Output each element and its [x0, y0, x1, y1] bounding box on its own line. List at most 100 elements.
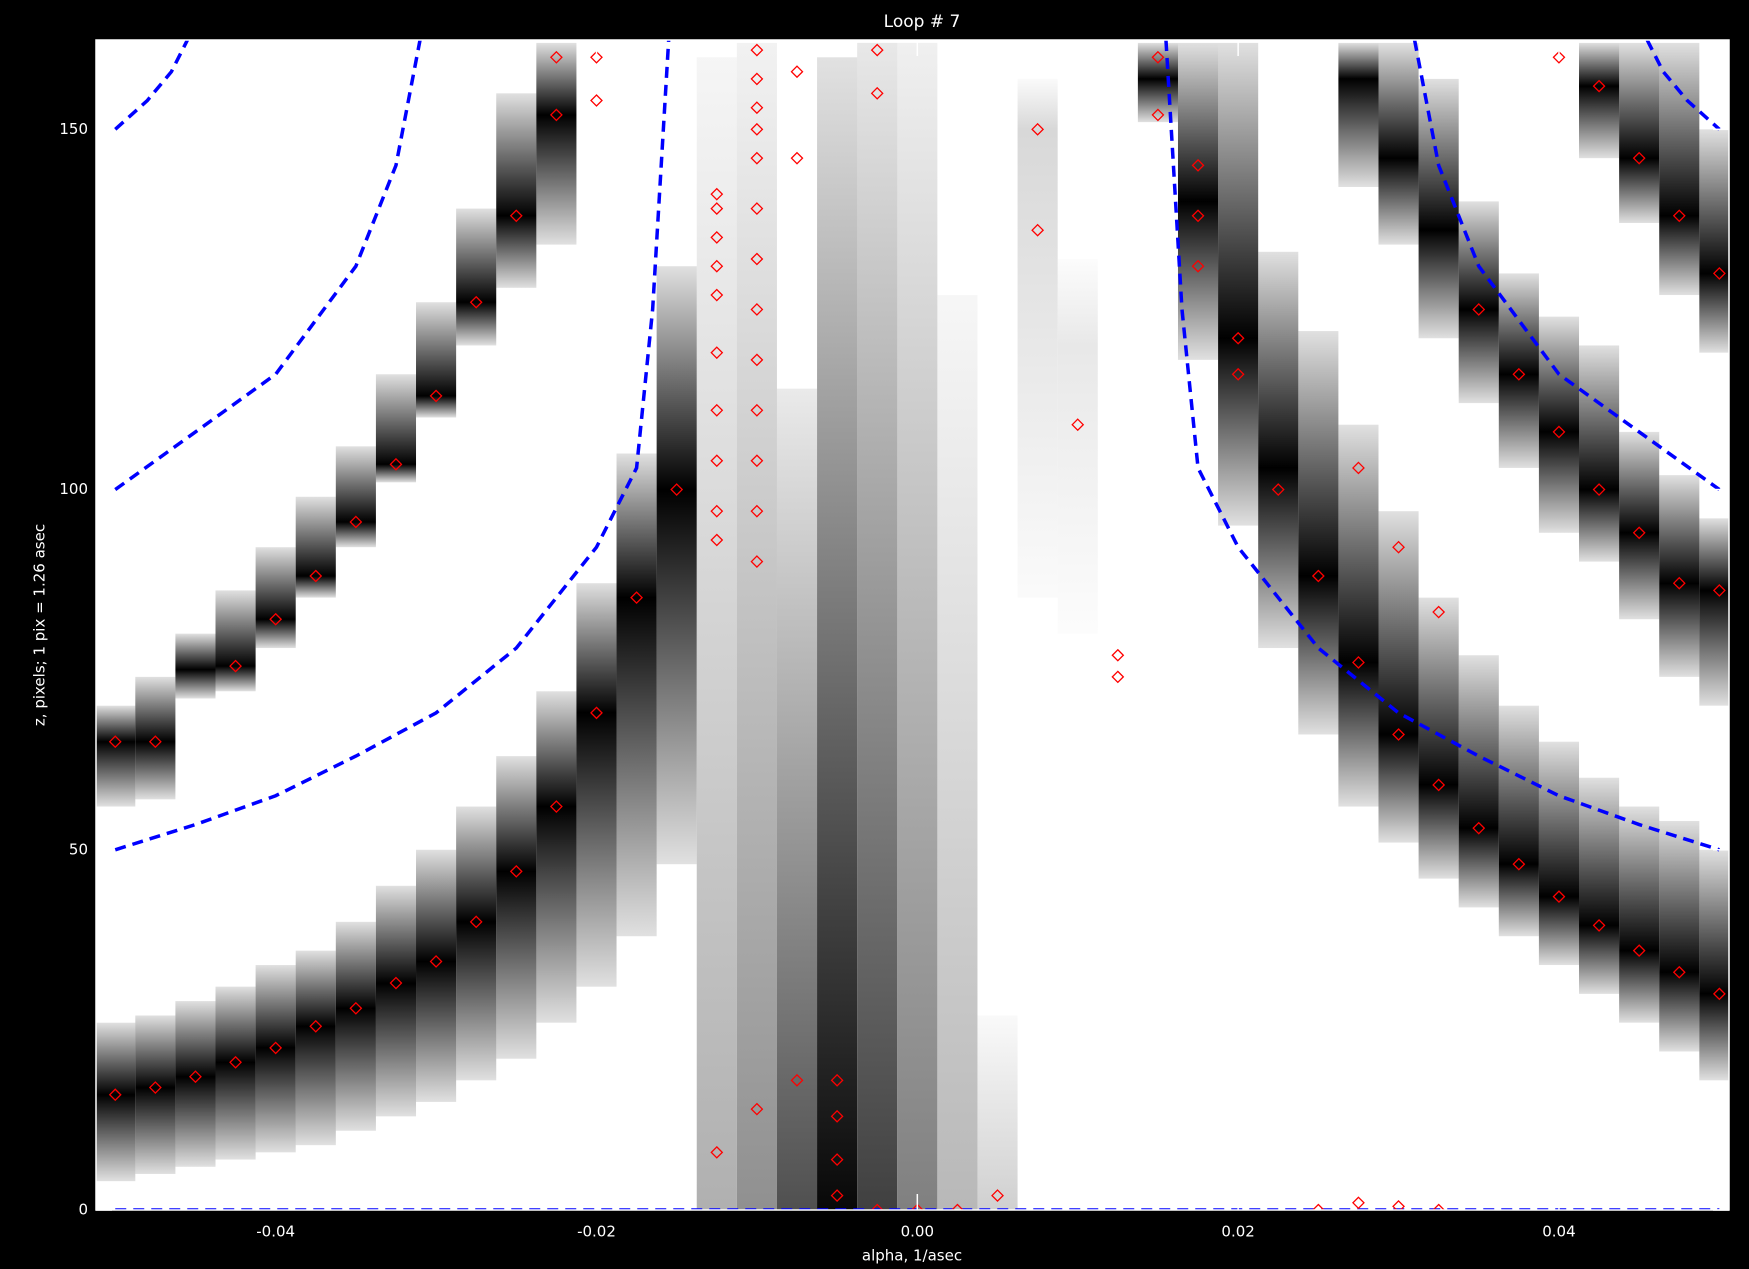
- gray-band: [1218, 42, 1259, 526]
- gray-band: [1177, 42, 1219, 360]
- gray-band: [456, 208, 497, 346]
- diamond-point: [1111, 648, 1125, 662]
- diamond-point: [148, 1081, 162, 1094]
- diamond-point: [549, 800, 563, 813]
- diamond-point: [710, 1145, 724, 1159]
- diamond-point: [710, 346, 724, 360]
- dashed-curve: [1645, 40, 1721, 131]
- diamond-point: [229, 1055, 242, 1069]
- diamond-point: [710, 454, 724, 468]
- diamond-point: [750, 353, 764, 367]
- diamond-point: [710, 259, 724, 273]
- diamond-point: [469, 295, 483, 309]
- diamond-point: [1712, 583, 1726, 597]
- diamond-point: [1191, 259, 1205, 273]
- diamond-point: [790, 151, 804, 165]
- gray-band: [135, 676, 176, 800]
- gray-band: [1458, 655, 1499, 908]
- gray-band: [1338, 424, 1379, 807]
- axes: -0.04 -0.02 0.00 0.02 0.04 0 50 100 150: [59, 39, 1730, 1241]
- diamond-point: [108, 1088, 122, 1102]
- gray-band: [1017, 78, 1058, 598]
- diamond-point: [1311, 569, 1325, 583]
- gray-band: [1418, 597, 1459, 879]
- diamond-point: [1311, 1203, 1325, 1210]
- gray-band: [1258, 251, 1299, 649]
- diamond-point: [1552, 50, 1566, 64]
- diamond-point: [1151, 50, 1165, 64]
- x-tick-label: 0.02: [1221, 1223, 1254, 1241]
- diamond-point: [349, 515, 363, 529]
- y-tick-label: 0: [78, 1201, 88, 1219]
- x-tick-label: -0.02: [577, 1223, 616, 1241]
- gray-band: [696, 57, 737, 1210]
- gray-band: [616, 453, 657, 937]
- diamond-point: [1632, 526, 1646, 540]
- diamond-point: [1672, 209, 1686, 223]
- diamond-point: [1271, 483, 1285, 496]
- diamond-point: [1031, 122, 1045, 136]
- gray-band: [1619, 431, 1660, 620]
- x-tick-label: -0.04: [256, 1223, 295, 1241]
- diamond-point: [710, 533, 724, 547]
- diamond-point: [1512, 857, 1526, 871]
- dashed-curve: [114, 40, 189, 131]
- plot: [96, 40, 1729, 1210]
- gray-band: [977, 1015, 1018, 1210]
- x-axis-label: alpha, 1/asec: [862, 1247, 962, 1265]
- diamond-point: [750, 122, 764, 136]
- diamond-point: [910, 1203, 924, 1210]
- diamond-point: [1111, 670, 1125, 684]
- gray-band: [295, 950, 336, 1146]
- gray-band: [1659, 475, 1700, 677]
- diamond-point: [1592, 919, 1606, 932]
- diamond-point: [630, 591, 644, 605]
- diamond-point: [148, 735, 162, 749]
- diamond-point: [189, 1070, 202, 1084]
- diamond-point: [590, 50, 603, 64]
- gray-band: [335, 921, 376, 1131]
- diamond-point: [1632, 944, 1646, 958]
- x-tick-label: 0.04: [1542, 1223, 1575, 1241]
- diamond-point: [750, 101, 764, 115]
- gray-band: [496, 93, 537, 288]
- diamond-point: [750, 43, 764, 57]
- gray-band: [937, 295, 978, 1210]
- gray-band: [1378, 511, 1419, 843]
- diamond-point: [830, 1073, 844, 1087]
- gray-band: [255, 547, 296, 649]
- gray-band: [295, 496, 336, 598]
- diamond-point: [750, 403, 764, 417]
- y-tick-label: 50: [69, 840, 88, 858]
- gray-band: [135, 1015, 176, 1174]
- diamond-point: [1151, 108, 1165, 122]
- diamond-point: [750, 303, 764, 316]
- diamond-point: [1392, 728, 1405, 741]
- diamond-point: [1392, 1199, 1405, 1210]
- diamond-point: [950, 1203, 964, 1210]
- gray-band: [1659, 42, 1700, 296]
- diamond-point: [830, 1153, 844, 1166]
- gray-band: [96, 705, 136, 807]
- gray-band: [416, 849, 457, 1102]
- gray-band: [175, 1001, 216, 1167]
- gray-band: [1579, 345, 1620, 562]
- diamond-point: [710, 230, 724, 244]
- diamond-point: [790, 1073, 804, 1087]
- diamond-point: [750, 1102, 764, 1116]
- gray-band: [1659, 820, 1700, 1052]
- dashed-curve: [114, 40, 422, 491]
- gray-band: [215, 590, 256, 692]
- diamond-point: [991, 1189, 1004, 1203]
- diamond-point: [549, 108, 563, 122]
- diamond-point: [830, 1109, 844, 1123]
- x-tick-label: 0.00: [901, 1223, 934, 1241]
- diamond-point: [549, 50, 563, 64]
- diamond-point: [1472, 821, 1486, 835]
- gray-band: [536, 42, 577, 245]
- diamond-point: [1231, 367, 1245, 381]
- gray-band: [1498, 273, 1539, 468]
- gray-band: [1338, 42, 1379, 187]
- gray-band: [1418, 78, 1459, 339]
- diamond-point: [269, 612, 283, 626]
